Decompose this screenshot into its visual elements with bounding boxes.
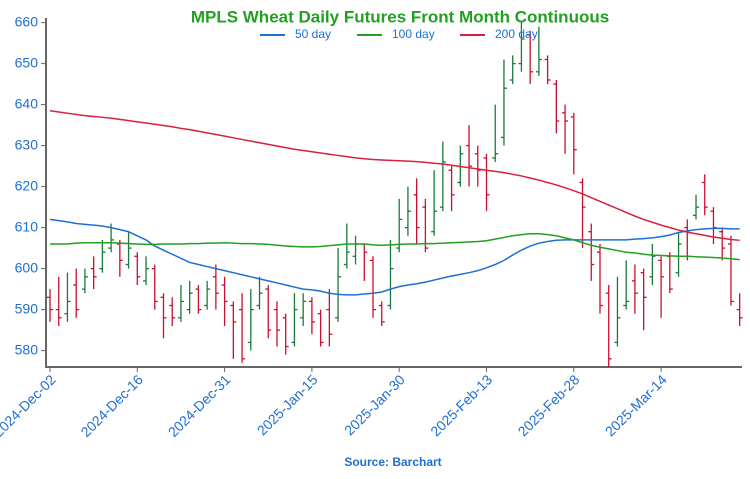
x-tick-label: 2025-Jan-15: [254, 371, 321, 438]
legend-label: 100 day: [392, 27, 435, 41]
x-tick-label: 2024-Dec-16: [77, 371, 146, 440]
chart-title: MPLS Wheat Daily Futures Front Month Con…: [191, 7, 609, 26]
y-tick-label: 590: [15, 300, 39, 316]
x-tick-label: 2025-Feb-13: [427, 371, 495, 439]
y-tick-label: 620: [15, 177, 39, 193]
y-tick-label: 640: [15, 95, 39, 111]
x-tick-label: 2025-Mar-14: [602, 371, 670, 439]
x-tick-label: 2025-Feb-28: [515, 371, 583, 439]
y-tick-label: 630: [15, 136, 39, 152]
moving-average: [49, 110, 740, 242]
y-tick-label: 600: [15, 259, 39, 275]
y-tick-label: 610: [15, 218, 39, 234]
y-tick-label: 660: [15, 13, 39, 29]
x-tick-label: 2024-Dec-02: [0, 371, 59, 440]
source: Source: Barchart: [344, 455, 441, 469]
moving-average: [50, 233, 740, 261]
legend-label: 200 day: [495, 27, 538, 41]
y-tick-label: 580: [15, 341, 39, 357]
moving-average: [49, 218, 740, 296]
x-tick-label: 2024-Dec-31: [165, 371, 234, 440]
x-tick-label: 2025-Jan-30: [341, 371, 408, 438]
y-tick-label: 650: [15, 54, 39, 70]
legend-label: 50 day: [295, 27, 331, 41]
